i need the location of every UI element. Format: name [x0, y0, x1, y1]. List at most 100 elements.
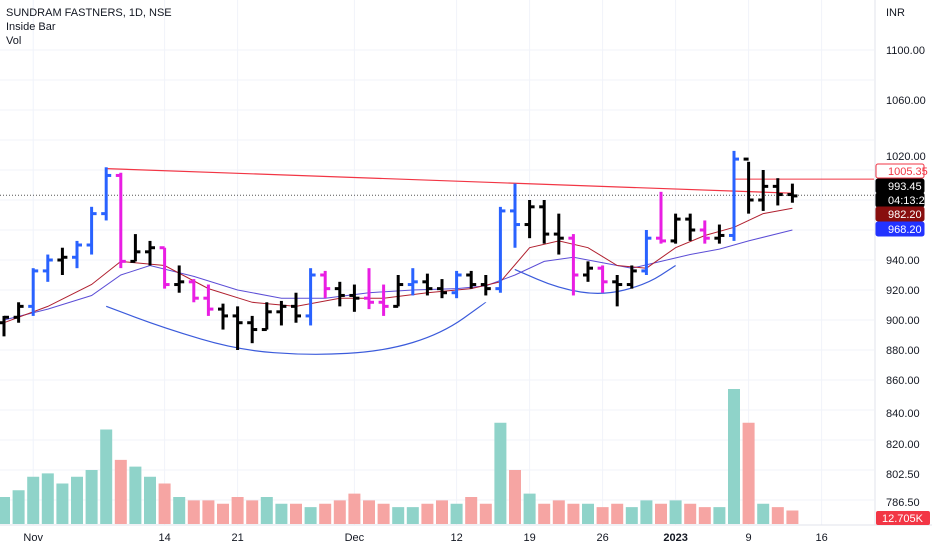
time-tick-label: 19	[523, 532, 535, 544]
volume-bar	[71, 476, 83, 524]
ohlc-bar	[174, 265, 185, 293]
volume-bar	[363, 500, 375, 524]
price-tag-box	[875, 221, 925, 237]
volume-bar	[348, 493, 361, 524]
ohlc-bar	[0, 315, 9, 337]
volume-bar	[41, 473, 54, 524]
ohlc-bar	[378, 284, 389, 316]
ohlc-bar	[393, 275, 404, 308]
volume-bar	[640, 500, 653, 524]
volume-bars	[0, 389, 799, 524]
ohlc-bar	[480, 275, 491, 296]
volume-bar	[655, 503, 667, 524]
ohlc-bar	[568, 234, 579, 296]
volume-bar	[173, 497, 186, 524]
time-axis[interactable]: Nov 14 21 Dec 12 19 26 2023 9 16	[23, 532, 827, 544]
ohlc-bar	[583, 261, 593, 282]
volume-bar	[85, 470, 98, 524]
symbol-title[interactable]: SUNDRAM FASTNERS, 1D, NSE	[6, 7, 172, 19]
ohlc-bar	[466, 270, 477, 289]
ohlc-bar	[261, 302, 272, 332]
ohlc-bar	[510, 183, 520, 248]
volume-bar	[421, 503, 434, 524]
ohlc-bar	[524, 200, 535, 239]
price-tag-label: 968.20	[888, 224, 922, 236]
price-tick-label: 920.00	[886, 285, 920, 297]
ohlc-bar	[247, 315, 258, 344]
ohlc-bar	[451, 270, 462, 299]
ohlc-bar	[159, 246, 170, 289]
ohlc-bar	[232, 306, 243, 350]
volume-bar	[202, 500, 215, 524]
volume-bar	[304, 507, 317, 524]
volume-bar	[611, 503, 624, 524]
volume-bar	[100, 429, 113, 524]
price-tick-label: 1060.00	[886, 95, 926, 107]
volume-bar	[582, 503, 594, 524]
indicator-label[interactable]: Inside Bar	[6, 21, 56, 33]
volume-bar	[333, 500, 346, 524]
volume-bar	[494, 422, 507, 524]
ohlc-bar	[42, 254, 53, 282]
volume-bar	[698, 507, 711, 524]
ohlc-bar	[291, 292, 301, 323]
price-tick-label: 802.50	[886, 469, 920, 481]
ohlc-bar	[407, 268, 418, 296]
volume-bar	[392, 507, 405, 524]
ohlc-bar	[28, 268, 39, 316]
volume-bar	[552, 500, 565, 524]
volume-bar	[509, 470, 521, 524]
ohlc-bar	[729, 150, 739, 241]
volume-bar	[479, 503, 492, 524]
ohlc-bar	[145, 240, 155, 266]
cup-arc	[105, 301, 487, 355]
volume-bar	[684, 503, 697, 524]
volume-bar	[450, 503, 463, 524]
grid	[0, 0, 932, 526]
price-tag: 968.20	[875, 221, 925, 237]
ohlc-bar	[305, 268, 316, 326]
ohlc-bar	[349, 284, 360, 312]
price-tick-label: 860.00	[886, 375, 920, 387]
ohlc-bar	[685, 213, 696, 241]
price-axis[interactable]: INR1100.001060.001020.00980.00940.00920.…	[886, 7, 926, 509]
ohlc-bar	[115, 172, 126, 269]
ohlc-bar	[699, 220, 710, 244]
ohlc-bar	[188, 279, 199, 303]
price-tag: 993.45	[875, 178, 925, 194]
volume-bar	[596, 507, 609, 524]
ohlc-bar	[787, 183, 798, 203]
ohlc-bar	[72, 240, 82, 269]
ohlc-bar	[553, 213, 564, 255]
price-tags: 1005.35 993.45 04:13:29 982.20 968.20 12.705K	[875, 163, 931, 525]
volume-bar	[377, 503, 390, 524]
ohlc-bar	[597, 265, 608, 293]
ohlc-bar	[364, 268, 374, 310]
volume-tag-box	[876, 511, 930, 525]
ohlc-bar	[495, 206, 506, 293]
time-tick-label: 2023	[663, 532, 687, 544]
price-tag-box	[875, 163, 925, 179]
price-tick-label: 786.50	[886, 497, 920, 509]
ohlc-bar	[626, 265, 637, 289]
volume-bar	[217, 503, 229, 524]
ohlc-bar	[437, 279, 447, 299]
price-tag: 04:13:29	[875, 192, 931, 208]
volume-bar	[260, 497, 273, 524]
price-tag-label: 982.20	[888, 209, 922, 221]
volume-bar	[757, 503, 770, 524]
volume-label[interactable]: Vol	[6, 35, 22, 47]
ohlc-bar	[641, 230, 652, 275]
time-tick-label: 26	[596, 532, 608, 544]
volume-bar	[290, 503, 302, 524]
price-tag-label: 04:13:29	[888, 195, 931, 207]
price-tick-label: 820.00	[886, 439, 920, 451]
ohlc-bar	[13, 302, 24, 323]
ohlc-bar	[670, 213, 681, 244]
volume-bar	[27, 476, 40, 524]
handle-arc	[514, 264, 676, 294]
ohlc-bar	[320, 270, 331, 299]
ohlc-bar	[130, 234, 141, 263]
time-tick-label: 21	[231, 532, 243, 544]
